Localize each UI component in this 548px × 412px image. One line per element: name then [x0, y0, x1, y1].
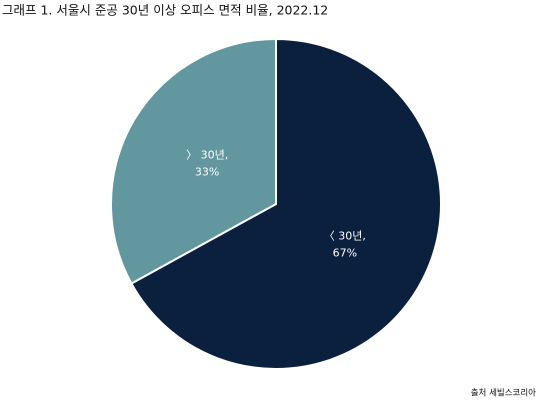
- slice-value-label: 33%: [195, 165, 219, 178]
- pie-slice: [130, 37, 442, 370]
- slice-label: 〈 30년,: [324, 230, 366, 243]
- source-note: 출처 세빌스코리아: [471, 388, 536, 399]
- chart-title: 그래프 1. 서울시 준공 30년 이상 오피스 면적 비율, 2022.12: [2, 3, 328, 18]
- slice-value-label: 67%: [333, 247, 357, 260]
- pie-slice: [110, 37, 277, 285]
- slice-label: 〉 30년,: [186, 148, 228, 161]
